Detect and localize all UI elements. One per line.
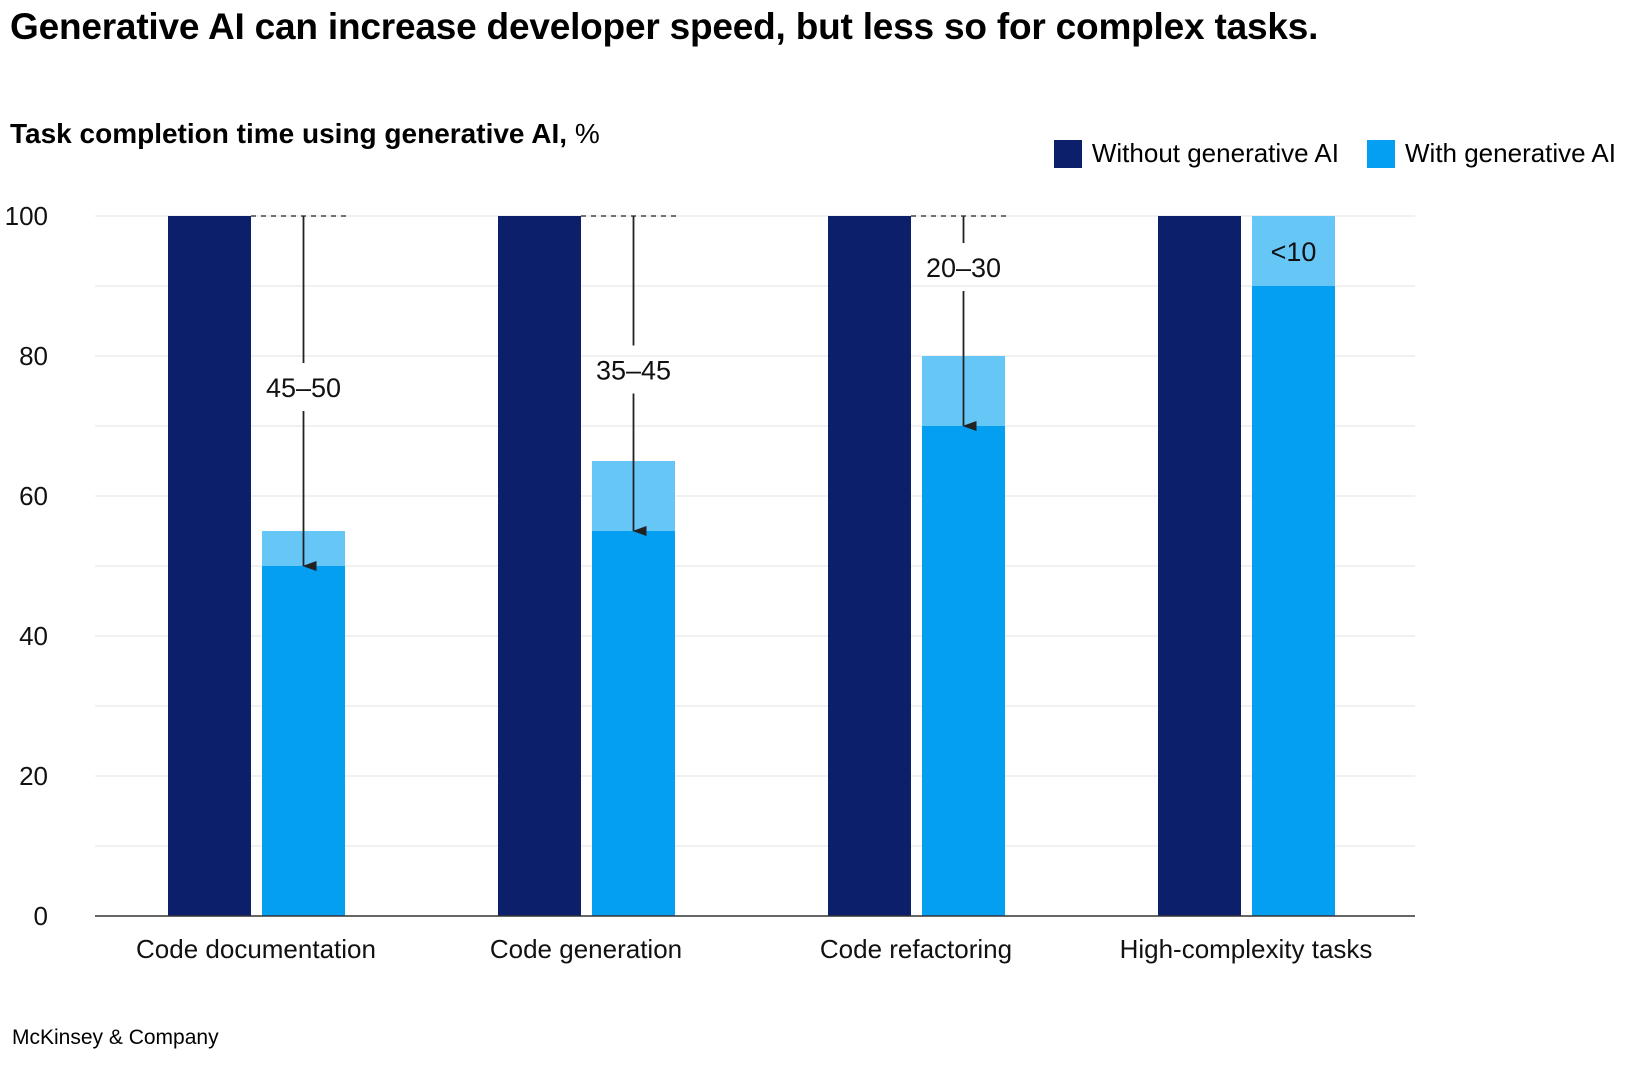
y-tick-label: 40 (19, 621, 48, 651)
bar-chart: 0 20 40 60 80 100 45–50 Code documentation 35–45… (5, 201, 1415, 964)
y-tick-label: 20 (19, 761, 48, 791)
x-category-label: High-complexity tasks (1120, 934, 1373, 964)
bar-without-ai (168, 216, 251, 916)
source-footer: McKinsey & Company (12, 1026, 219, 1049)
y-tick-label: 80 (19, 341, 48, 371)
chart-subtitle: Task completion time using generative AI… (10, 118, 600, 150)
subtitle-unit: % (574, 118, 600, 149)
legend-swatch-with (1367, 139, 1395, 168)
bar-without-ai (1158, 216, 1241, 916)
reduction-label: 45–50 (266, 373, 341, 403)
x-category-label: Code refactoring (820, 934, 1012, 964)
y-tick-label: 0 (34, 901, 48, 931)
bar-with-ai-range (1252, 216, 1335, 286)
legend-swatch-without (1053, 139, 1082, 168)
legend-item-with: With generative AI (1367, 138, 1616, 169)
bar-without-ai (498, 216, 581, 916)
bar-with-ai (922, 426, 1005, 916)
chart-headline: Generative AI can increase developer spe… (10, 6, 1319, 47)
reduction-label: 35–45 (596, 356, 671, 386)
x-category-label: Code generation (490, 934, 682, 964)
legend: Without generative AI With generative AI (1026, 138, 1616, 169)
bar-with-ai (1252, 286, 1335, 916)
y-tick-label: 60 (19, 481, 48, 511)
reduction-label: 20–30 (926, 253, 1001, 283)
bar-with-ai (262, 566, 345, 916)
legend-item-without: Without generative AI (1053, 138, 1339, 169)
reduction-label: <10 (1271, 237, 1317, 267)
bar-without-ai (828, 216, 911, 916)
legend-label-without: Without generative AI (1091, 138, 1339, 168)
x-category-label: Code documentation (136, 934, 376, 964)
y-tick-label: 100 (5, 201, 48, 231)
bar-with-ai (592, 531, 675, 916)
legend-label-with: With generative AI (1405, 138, 1616, 168)
subtitle-text: Task completion time using generative AI… (10, 118, 568, 149)
